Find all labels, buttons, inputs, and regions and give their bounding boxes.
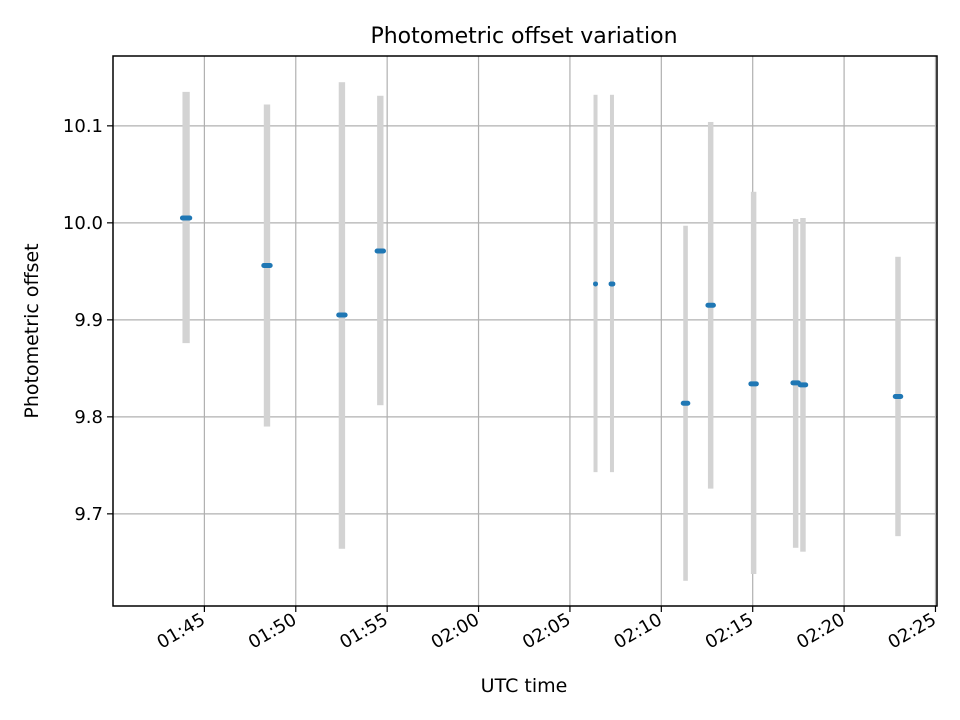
- y-tick-label: 9.7: [74, 504, 103, 525]
- x-tick-label: 01:50: [245, 609, 300, 653]
- x-tick-label: 01:45: [153, 609, 208, 653]
- x-axis-ticks: 01:45 01:50 01:55 02:00 02:05 02:10 02:15 02:20…: [153, 606, 940, 653]
- x-axis-label: UTC time: [481, 675, 568, 697]
- chart-title: Photometric offset variation: [370, 24, 677, 49]
- grid-layer: [113, 56, 937, 606]
- x-tick-label: 02:15: [702, 609, 757, 653]
- plot-frame: [112, 55, 938, 607]
- y-tick-label: 10.0: [63, 213, 103, 234]
- y-tick-label: 10.1: [63, 116, 103, 137]
- y-axis-ticks: 9.7 9.8 9.9 10.0 10.1: [63, 116, 113, 525]
- y-tick-label: 9.8: [74, 407, 103, 428]
- x-tick-label: 02:10: [610, 609, 665, 653]
- point-layer: [179, 215, 904, 406]
- x-tick-label: 01:55: [336, 609, 391, 653]
- x-tick-label: 02:05: [519, 609, 574, 653]
- y-tick-label: 9.9: [74, 310, 103, 331]
- x-tick-label: 02:20: [793, 609, 848, 653]
- x-tick-label: 02:25: [885, 609, 940, 653]
- errorbar-layer: [182, 82, 901, 581]
- y-axis-label: Photometric offset: [21, 243, 43, 418]
- x-tick-label: 02:00: [428, 609, 483, 653]
